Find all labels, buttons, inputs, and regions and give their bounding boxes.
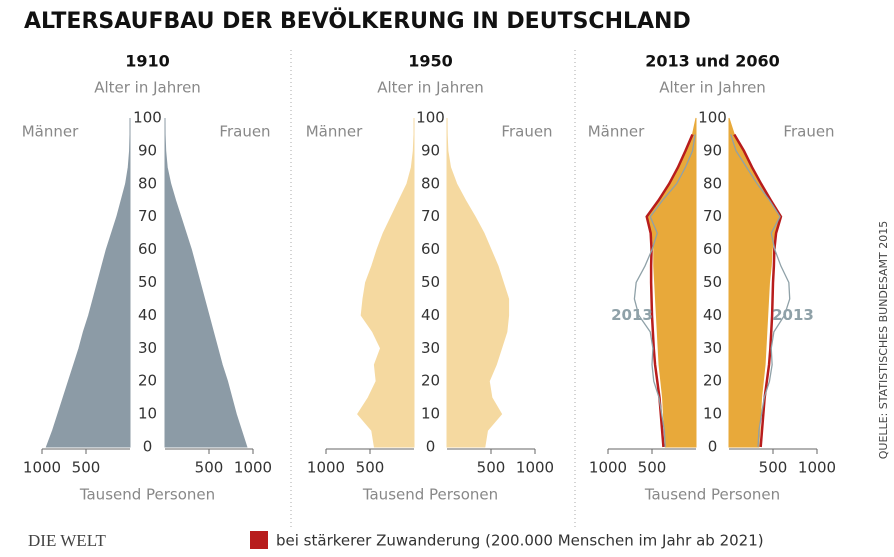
y-tick-label: 40 bbox=[138, 306, 157, 324]
y-tick-label: 100 bbox=[416, 109, 445, 127]
y-tick-label: 20 bbox=[703, 372, 722, 390]
series-label: 2013 bbox=[611, 306, 653, 324]
pyramid-line bbox=[633, 134, 696, 448]
right-label: Frauen bbox=[783, 123, 834, 141]
y-tick-label: 40 bbox=[421, 306, 440, 324]
pyramid-line bbox=[730, 134, 791, 448]
left-label: Männer bbox=[22, 123, 79, 141]
logo: DIE WELT bbox=[28, 531, 107, 550]
pyramid-area bbox=[164, 117, 248, 448]
x-tick-label: 500 bbox=[759, 459, 788, 477]
y-tick-label: 50 bbox=[421, 273, 440, 291]
y-tick-label: 100 bbox=[133, 109, 162, 127]
left-label: Männer bbox=[588, 123, 645, 141]
x-tick-label: 500 bbox=[72, 459, 101, 477]
series-label: 2013 bbox=[772, 306, 814, 324]
y-tick-label: 0 bbox=[708, 438, 718, 456]
panel-title: 2013 und 2060 bbox=[645, 52, 779, 71]
x-tick-label: 1000 bbox=[798, 459, 836, 477]
x-tick-label: 1000 bbox=[307, 459, 345, 477]
y-tick-label: 20 bbox=[138, 372, 157, 390]
y-axis-label: Alter in Jahren bbox=[377, 79, 484, 97]
y-tick-label: 30 bbox=[138, 339, 157, 357]
x-axis-label: Tausend Personen bbox=[362, 486, 498, 504]
y-tick-label: 90 bbox=[703, 141, 722, 159]
y-tick-label: 10 bbox=[421, 405, 440, 423]
legend-swatch bbox=[250, 531, 268, 549]
x-tick-label: 1000 bbox=[23, 459, 61, 477]
source: QUELLE: STATISTISCHES BUNDESAMT 2015 bbox=[877, 221, 890, 460]
x-axis-label: Tausend Personen bbox=[644, 486, 780, 504]
y-tick-label: 80 bbox=[703, 174, 722, 192]
y-tick-label: 70 bbox=[703, 207, 722, 225]
x-tick-label: 1000 bbox=[516, 459, 554, 477]
x-tick-label: 1000 bbox=[589, 459, 627, 477]
pyramid-area bbox=[45, 118, 131, 448]
y-tick-label: 60 bbox=[421, 240, 440, 258]
right-label: Frauen bbox=[219, 123, 270, 141]
x-tick-label: 500 bbox=[638, 459, 667, 477]
y-tick-label: 10 bbox=[138, 405, 157, 423]
y-tick-label: 70 bbox=[421, 207, 440, 225]
x-tick-label: 500 bbox=[356, 459, 385, 477]
x-axis-label: Tausend Personen bbox=[79, 486, 215, 504]
y-tick-label: 50 bbox=[138, 273, 157, 291]
y-tick-label: 40 bbox=[703, 306, 722, 324]
y-tick-label: 90 bbox=[421, 141, 440, 159]
y-tick-label: 0 bbox=[426, 438, 436, 456]
y-tick-label: 30 bbox=[421, 339, 440, 357]
pyramid-area bbox=[647, 117, 697, 448]
y-tick-label: 0 bbox=[143, 438, 153, 456]
y-tick-label: 100 bbox=[698, 109, 727, 127]
y-tick-label: 80 bbox=[138, 174, 157, 192]
y-tick-label: 60 bbox=[703, 240, 722, 258]
x-tick-label: 1000 bbox=[234, 459, 272, 477]
y-tick-label: 10 bbox=[703, 405, 722, 423]
pyramid-line bbox=[645, 133, 694, 448]
y-tick-label: 90 bbox=[138, 141, 157, 159]
y-tick-label: 50 bbox=[703, 273, 722, 291]
pyramid-area bbox=[357, 118, 415, 448]
y-tick-label: 60 bbox=[138, 240, 157, 258]
y-tick-label: 80 bbox=[421, 174, 440, 192]
y-axis-label: Alter in Jahren bbox=[94, 79, 201, 97]
y-tick-label: 20 bbox=[421, 372, 440, 390]
y-tick-label: 30 bbox=[703, 339, 722, 357]
legend-label: bei stärkerer Zuwanderung (200.000 Mensc… bbox=[276, 532, 764, 550]
y-tick-label: 70 bbox=[138, 207, 157, 225]
y-axis-label: Alter in Jahren bbox=[659, 79, 766, 97]
x-tick-label: 500 bbox=[477, 459, 506, 477]
panel-title: 1910 bbox=[125, 52, 170, 71]
panel-title: 1950 bbox=[408, 52, 453, 71]
title: ALTERSAUFBAU DER BEVÖLKERUNG IN DEUTSCHL… bbox=[24, 8, 691, 34]
pyramid-area bbox=[446, 117, 510, 448]
x-tick-label: 500 bbox=[195, 459, 224, 477]
right-label: Frauen bbox=[501, 123, 552, 141]
left-label: Männer bbox=[306, 123, 363, 141]
